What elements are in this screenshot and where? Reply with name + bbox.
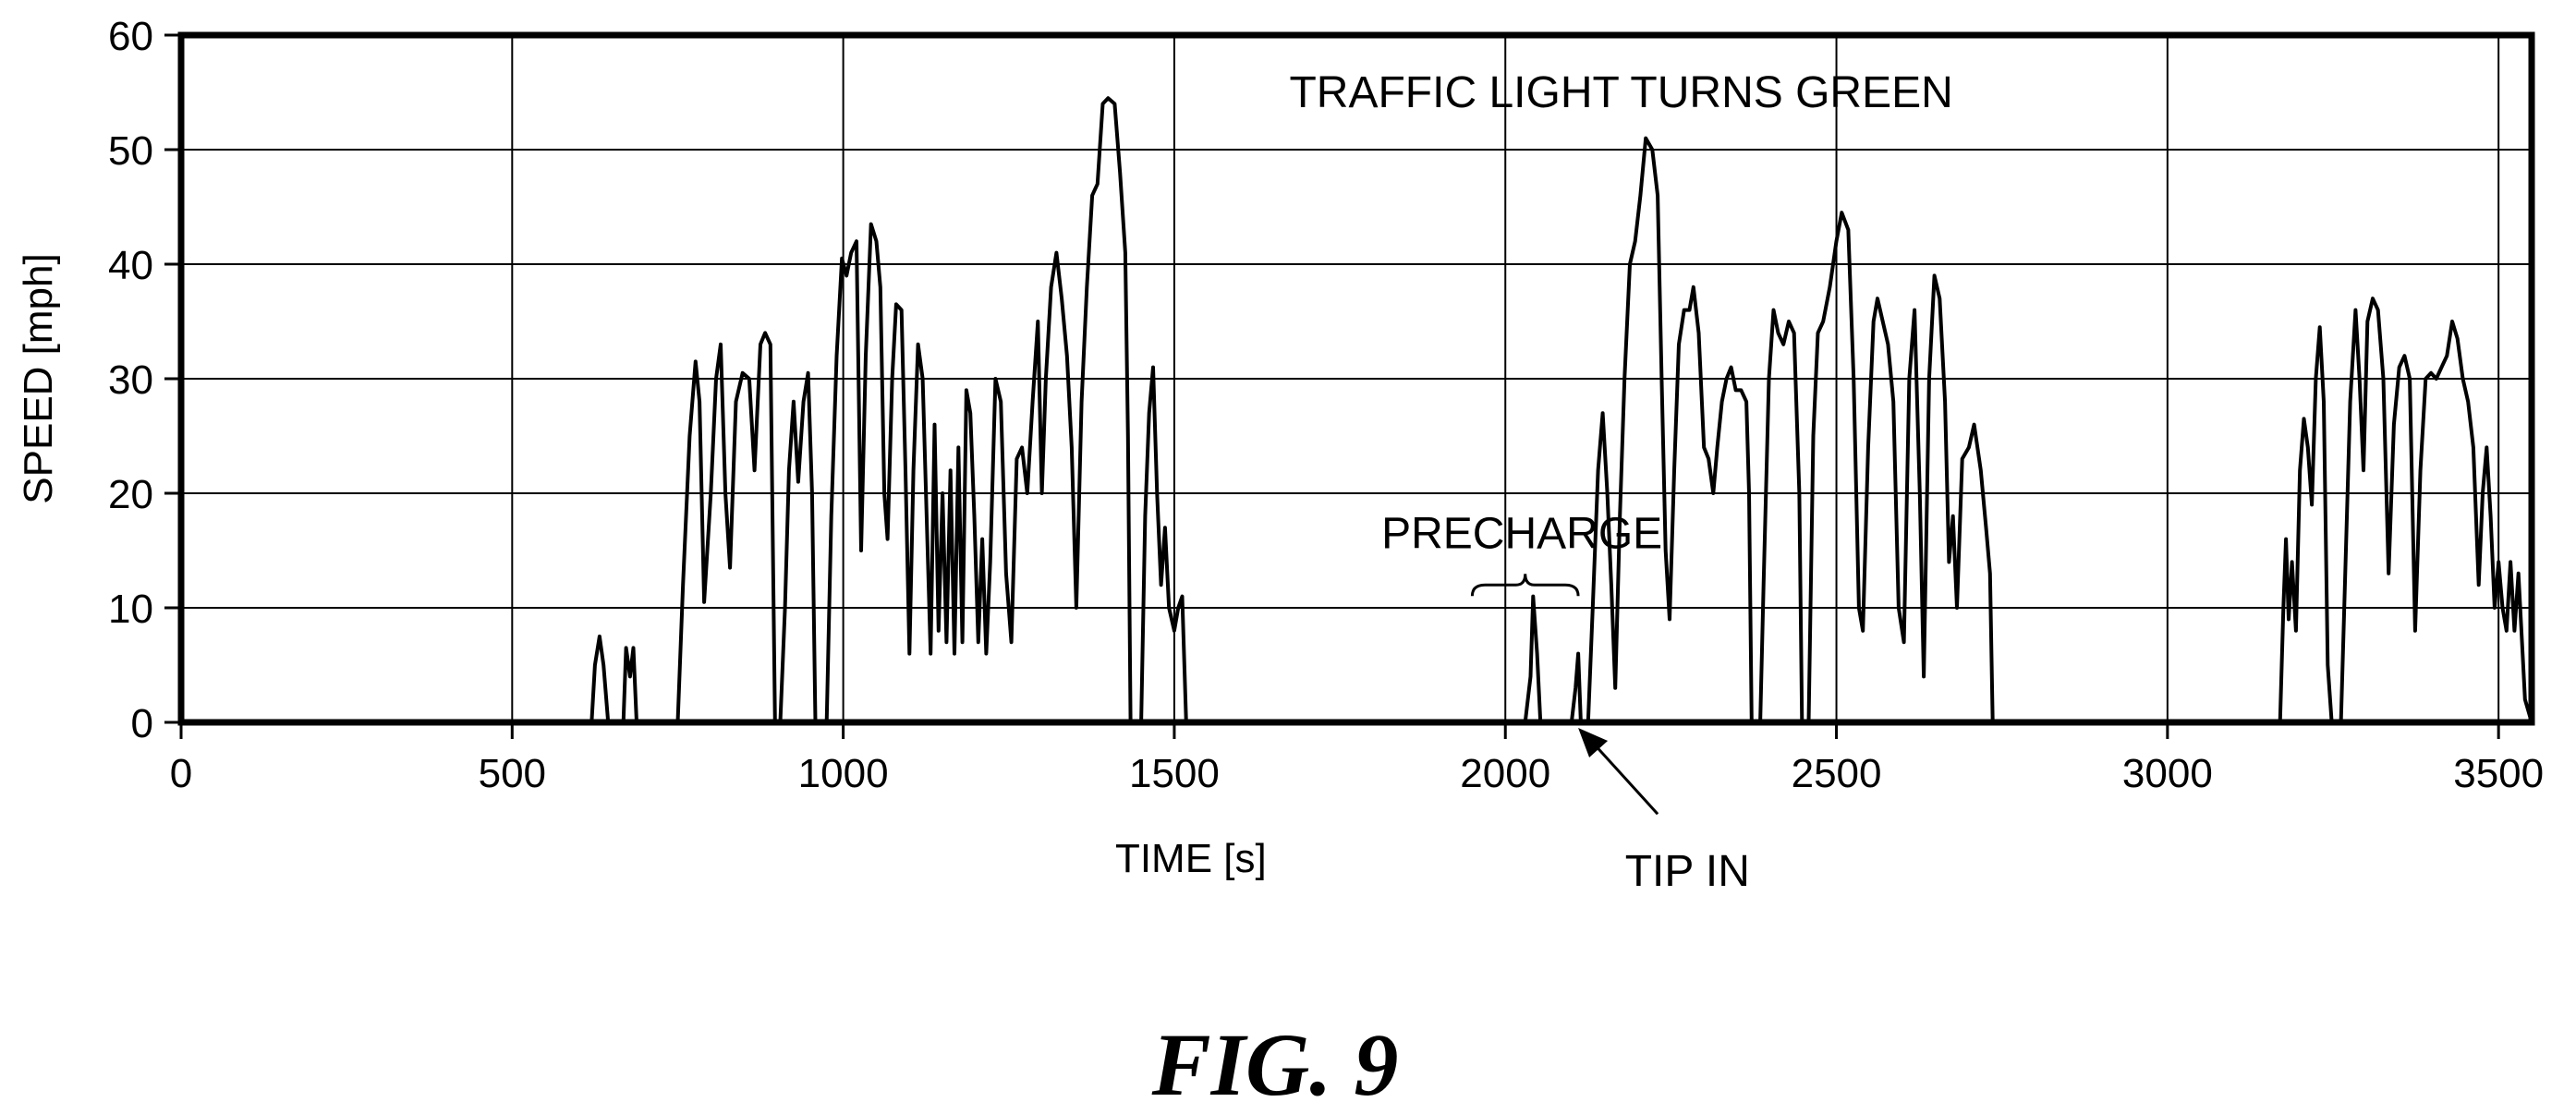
precharge-brace bbox=[1470, 574, 1580, 597]
x-tick-label: 1000 bbox=[798, 751, 889, 796]
x-tick-label: 2000 bbox=[1460, 751, 1550, 796]
y-tick-label: 50 bbox=[108, 128, 153, 174]
x-axis-title: TIME [s] bbox=[1115, 836, 1267, 881]
annotations: TRAFFIC LIGHT TURNS GREEN PRECHARGE TIP IN bbox=[1289, 68, 1952, 896]
y-tick-label: 30 bbox=[108, 357, 153, 403]
x-tick-label: 2500 bbox=[1792, 751, 1882, 796]
x-tick-label: 0 bbox=[170, 751, 192, 796]
y-tick-label: 60 bbox=[108, 14, 153, 59]
x-tick-label: 1500 bbox=[1129, 751, 1220, 796]
y-tick-label: 40 bbox=[108, 243, 153, 288]
x-tick-label: 500 bbox=[479, 751, 546, 796]
y-axis-title: SPEED [mph] bbox=[16, 253, 61, 503]
x-tick-label: 3000 bbox=[2122, 751, 2213, 796]
precharge-annotation: PRECHARGE bbox=[1381, 509, 1662, 558]
grid-lines bbox=[181, 35, 2532, 722]
y-axis-ticks: 0 10 20 30 40 50 60 bbox=[108, 14, 181, 746]
speed-series-line bbox=[181, 96, 2533, 724]
tip-in-arrowhead bbox=[1578, 728, 1609, 757]
tip-in-arrow-shaft bbox=[1589, 739, 1659, 816]
x-tick-label: 3500 bbox=[2453, 751, 2544, 796]
x-axis-ticks: 0 500 1000 1500 2000 2500 3000 3500 bbox=[170, 722, 2544, 796]
y-tick-label: 10 bbox=[108, 587, 153, 632]
traffic-light-annotation: TRAFFIC LIGHT TURNS GREEN bbox=[1289, 68, 1952, 117]
y-tick-label: 20 bbox=[108, 472, 153, 517]
y-tick-label: 0 bbox=[131, 701, 153, 746]
figure-caption: FIG. 9 bbox=[1151, 1015, 1399, 1114]
tip-in-annotation: TIP IN bbox=[1625, 847, 1750, 896]
